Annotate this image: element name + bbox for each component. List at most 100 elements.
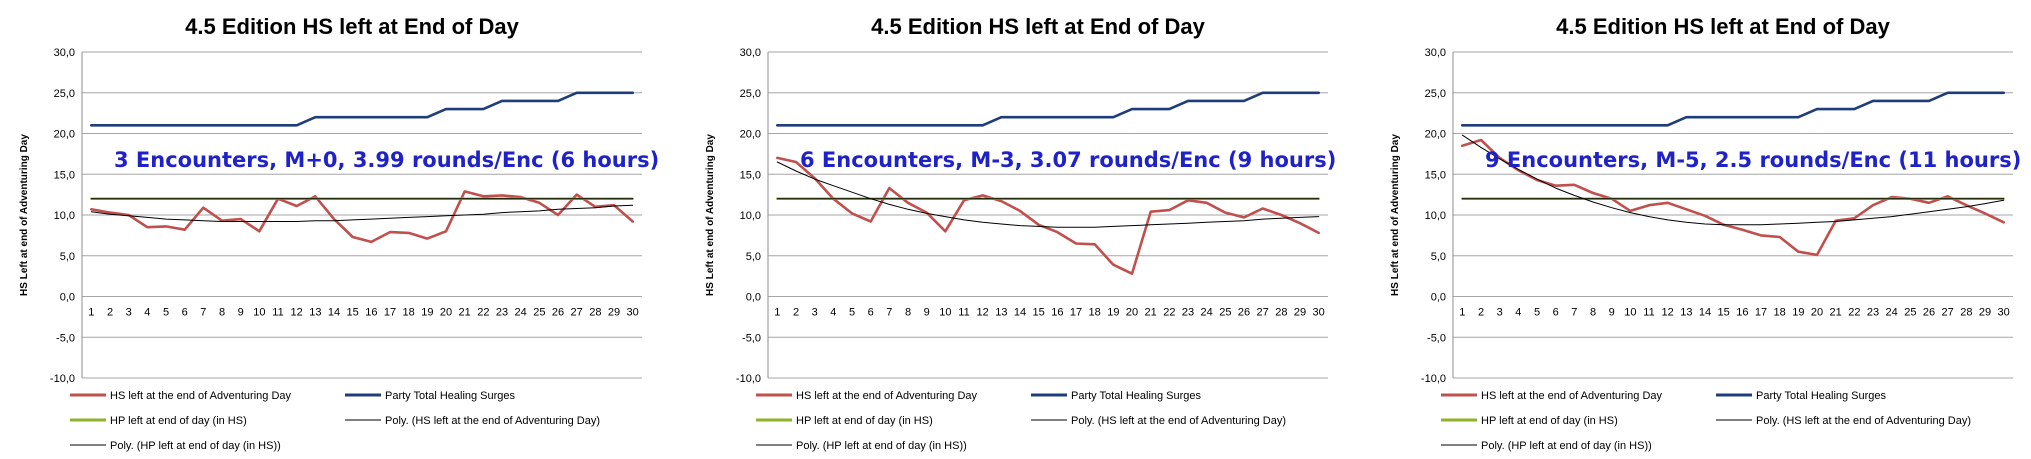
x-tick-label: 20	[440, 307, 452, 319]
x-tick-label: 25	[1219, 307, 1231, 319]
x-tick-label: 27	[1257, 307, 1269, 319]
x-tick-label: 18	[403, 307, 415, 319]
x-tick-label: 11	[272, 307, 283, 319]
x-tick-label: 25	[1904, 307, 1916, 319]
x-tick-label: 13	[1680, 307, 1692, 319]
x-tick-label: 10	[1624, 307, 1636, 319]
y-tick-label: 5,0	[1431, 251, 1446, 263]
x-tick-label: 28	[589, 307, 601, 319]
x-tick-label: 19	[1792, 307, 1804, 319]
y-tick-label: 25,0	[740, 88, 761, 100]
x-tick-label: 21	[1830, 307, 1842, 319]
x-tick-label: 22	[1163, 307, 1175, 319]
x-tick-label: 30	[1998, 307, 2010, 319]
legend-label: HP left at end of day (in HS)	[796, 415, 933, 427]
x-tick-label: 30	[627, 307, 639, 319]
x-tick-label: 4	[144, 307, 150, 319]
x-tick-label: 12	[977, 307, 989, 319]
y-axis-label: HS Left at end of Adventuring Day	[705, 134, 716, 296]
x-tick-label: 17	[384, 307, 396, 319]
chart-title: 4.5 Edition HS left at End of Day	[185, 14, 519, 39]
x-tick-label: 20	[1811, 307, 1823, 319]
y-tick-label: -10,0	[50, 373, 75, 385]
x-tick-label: 3	[1497, 307, 1503, 319]
x-tick-label: 6	[1553, 307, 1559, 319]
y-tick-label: 15,0	[1425, 169, 1446, 181]
x-tick-label: 3	[812, 307, 818, 319]
x-tick-label: 15	[1033, 307, 1045, 319]
x-tick-label: 2	[1478, 307, 1484, 319]
x-tick-label: 14	[1014, 307, 1026, 319]
series-line	[90, 190, 635, 244]
legend-label: HP left at end of day (in HS)	[110, 415, 247, 427]
x-tick-label: 9	[924, 307, 930, 319]
x-tick-label: 14	[328, 307, 340, 319]
chart-annotation: 9 Encounters, M-5, 2.5 rounds/Enc (11 ho…	[1485, 148, 2021, 172]
x-tick-label: 11	[958, 307, 969, 319]
x-tick-label: 24	[1201, 307, 1213, 319]
chart-svg: 4.5 Edition HS left at End of Day -10,0 -5…	[1390, 14, 2021, 452]
x-tick-label: 5	[849, 307, 855, 319]
y-tick-label: 20,0	[740, 129, 761, 141]
legend-label: HS left at the end of Adventuring Day	[110, 390, 292, 402]
y-tick-label: 20,0	[1425, 129, 1446, 141]
x-tick-label: 16	[365, 307, 377, 319]
x-tick-label: 27	[1942, 307, 1954, 319]
x-tick-label: 16	[1736, 307, 1748, 319]
x-tick-label: 17	[1755, 307, 1767, 319]
series-line	[776, 161, 1320, 228]
legend-label: HP left at end of day (in HS)	[1481, 415, 1618, 427]
x-tick-label: 8	[905, 307, 911, 319]
chart-svg: 4.5 Edition HS left at End of Day -10,0 -5…	[705, 14, 1336, 452]
x-tick-label: 3	[126, 307, 132, 319]
legend-label: Poly. (HS left at the end of Adventuring…	[1756, 415, 1971, 427]
y-tick-label: 30,0	[740, 47, 761, 59]
x-tick-label: 2	[107, 307, 113, 319]
x-tick-label: 28	[1960, 307, 1972, 319]
y-tick-label: 30,0	[54, 47, 75, 59]
y-tick-label: 5,0	[60, 251, 75, 263]
x-tick-label: 6	[868, 307, 874, 319]
y-tick-label: 25,0	[54, 88, 75, 100]
x-tick-label: 5	[1534, 307, 1540, 319]
x-tick-label: 30	[1313, 307, 1325, 319]
x-tick-label: 16	[1051, 307, 1063, 319]
x-tick-label: 5	[163, 307, 169, 319]
y-tick-label: 10,0	[1425, 210, 1446, 222]
y-tick-label: -5,0	[742, 332, 761, 344]
x-tick-label: 29	[608, 307, 620, 319]
x-tick-label: 19	[421, 307, 433, 319]
x-tick-label: 1	[1459, 307, 1465, 319]
x-tick-label: 26	[552, 307, 564, 319]
chart-svg: 4.5 Edition HS left at End of Day -10,0 -5…	[19, 14, 659, 452]
x-tick-label: 9	[1609, 307, 1615, 319]
legend-label: Party Total Healing Surges	[385, 390, 516, 402]
x-tick-label: 26	[1923, 307, 1935, 319]
legend-label: Poly. (HS left at the end of Adventuring…	[385, 415, 600, 427]
x-tick-label: 12	[291, 307, 303, 319]
x-tick-label: 13	[995, 307, 1007, 319]
series-line	[1461, 91, 2006, 127]
y-tick-label: 25,0	[1425, 88, 1446, 100]
chart-panel-3: 4.5 Edition HS left at End of Day -10,0 -5…	[1371, 0, 2031, 459]
x-tick-label: 7	[200, 307, 206, 319]
x-tick-label: 12	[1662, 307, 1674, 319]
y-tick-label: 10,0	[54, 210, 75, 222]
y-tick-label: 15,0	[740, 169, 761, 181]
series-line	[776, 156, 1321, 276]
chart-panel-2: 4.5 Edition HS left at End of Day -10,0 -5…	[686, 0, 1363, 459]
y-tick-label: -5,0	[1427, 332, 1446, 344]
legend-label: Poly. (HP left at end of day (in HS))	[796, 440, 967, 452]
legend-label: HS left at the end of Adventuring Day	[1481, 390, 1663, 402]
x-tick-label: 25	[533, 307, 545, 319]
x-tick-label: 22	[1848, 307, 1860, 319]
x-tick-label: 29	[1294, 307, 1306, 319]
x-tick-label: 26	[1238, 307, 1250, 319]
legend-label: Poly. (HP left at end of day (in HS))	[1481, 440, 1652, 452]
chart-title: 4.5 Edition HS left at End of Day	[1556, 14, 1890, 39]
y-tick-label: 15,0	[54, 169, 75, 181]
x-tick-label: 23	[1182, 307, 1194, 319]
x-tick-label: 13	[309, 307, 321, 319]
x-tick-label: 2	[793, 307, 799, 319]
x-tick-label: 15	[1718, 307, 1730, 319]
